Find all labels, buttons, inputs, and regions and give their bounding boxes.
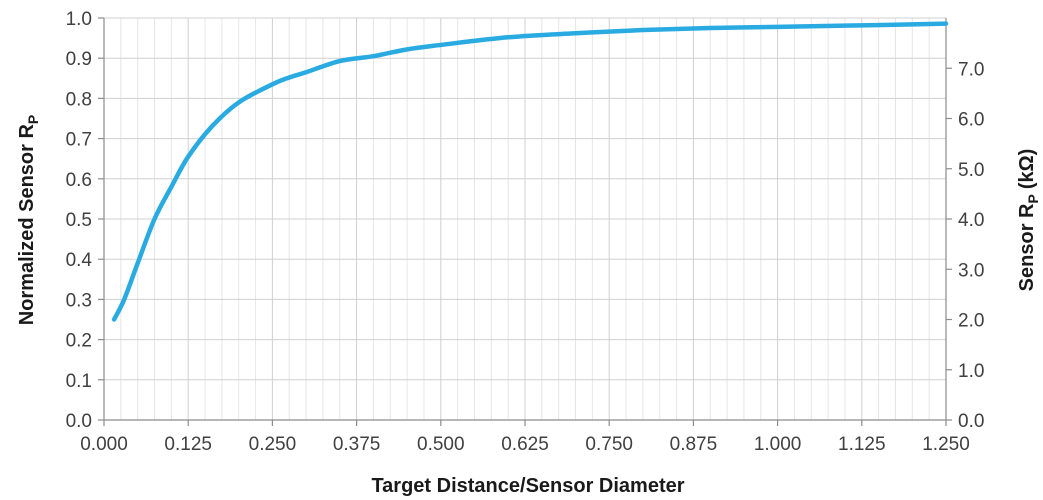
- y-left-tick-label: 1.0: [66, 9, 92, 30]
- x-tick-label: 0.000: [80, 434, 128, 455]
- x-tick-label: 0.875: [670, 434, 718, 455]
- x-tick-label: 0.750: [585, 434, 633, 455]
- y-left-tick-label: 0.7: [66, 130, 92, 151]
- x-tick-label: 0.375: [333, 434, 381, 455]
- x-tick-label: 0.625: [501, 434, 549, 455]
- y-right-tick-label: 7.0: [958, 59, 984, 80]
- y-left-axis-title-main: Normalized Sensor R: [16, 124, 38, 326]
- y-left-tick-label: 0.6: [66, 170, 92, 191]
- y-left-tick-label: 0.1: [66, 371, 92, 392]
- y-right-axis-title-main: Sensor R: [1016, 203, 1038, 291]
- y-right-tick-label: 6.0: [958, 110, 984, 131]
- x-tick-label: 1.000: [754, 434, 802, 455]
- y-left-tick-label: 0.4: [66, 250, 93, 271]
- y-right-tick-label: 2.0: [958, 311, 984, 332]
- grid: [103, 17, 947, 421]
- y-right-tick-label: 4.0: [958, 210, 984, 231]
- y-left-axis-title-subscript: P: [25, 115, 41, 124]
- y-right-axis-title-unit: (kΩ): [1016, 149, 1038, 189]
- y-right-tick-label: 0.0: [958, 411, 984, 432]
- y-right-tick-label: 1.0: [958, 361, 984, 382]
- series-line: [111, 21, 949, 322]
- y-left-axis-title: Normalized Sensor RP: [16, 115, 41, 326]
- x-axis-title: Target Distance/Sensor Diameter: [371, 475, 684, 497]
- y-right-axis-title: Sensor RP (kΩ): [1016, 149, 1041, 292]
- tick-labels: 0.000 0.125 0.250 0.375 0.500 0.625 0.750 0.875…: [66, 9, 985, 455]
- y-left-tick-label: 0.2: [66, 331, 92, 352]
- y-left-tick-label: 0.5: [66, 210, 92, 231]
- axes: [98, 17, 952, 426]
- y-right-tick-label: 3.0: [958, 260, 984, 281]
- x-tick-label: 1.125: [838, 434, 886, 455]
- y-left-tick-label: 0.0: [66, 411, 92, 432]
- y-left-tick-label: 0.8: [66, 89, 92, 110]
- x-tick-label: 0.250: [249, 434, 297, 455]
- x-tick-label: 0.500: [417, 434, 465, 455]
- series: [111, 21, 949, 322]
- y-right-tick-label: 5.0: [958, 160, 984, 181]
- x-tick-label: 0.125: [164, 434, 212, 455]
- y-right-axis-title-subscript: P: [1025, 194, 1041, 203]
- x-tick-label: 1.250: [922, 434, 970, 455]
- y-left-tick-label: 0.9: [66, 49, 92, 70]
- y-left-tick-label: 0.3: [66, 290, 92, 311]
